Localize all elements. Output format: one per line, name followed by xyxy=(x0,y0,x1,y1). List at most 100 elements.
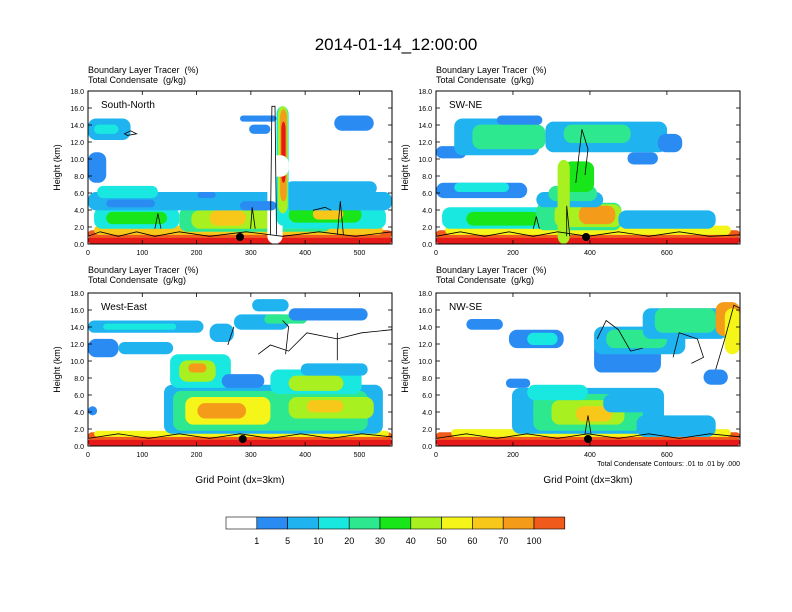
panel-sw-ne: Boundary Layer Tracer (%) Total Condensa… xyxy=(400,65,741,257)
y-tick-label: 0.0 xyxy=(74,242,84,249)
field-cell xyxy=(657,133,683,153)
condensate-contour xyxy=(123,130,138,136)
contour-note: Total Condensate Contours: .01 to .01 by… xyxy=(597,461,740,468)
x-tick-label: 200 xyxy=(191,452,203,459)
field-cell xyxy=(496,115,543,125)
condensate-contour xyxy=(88,231,392,237)
panel-label-line2: Total Condensate (g/kg) xyxy=(436,275,534,285)
field-cell xyxy=(97,185,158,199)
field-cell xyxy=(252,299,289,312)
y-tick-label: 16.0 xyxy=(418,308,432,315)
condensate-contour xyxy=(436,433,740,439)
y-tick-label: 6.0 xyxy=(422,191,432,198)
x-tick-label: 0 xyxy=(434,452,438,459)
condensate-contour xyxy=(584,415,592,434)
y-tick-label: 4.0 xyxy=(422,208,432,215)
field-cell xyxy=(575,406,613,422)
colorbar-label: 50 xyxy=(437,536,447,546)
condensate-contour xyxy=(270,105,277,235)
field-cell xyxy=(288,308,368,321)
x-tick-label: 300 xyxy=(245,452,257,459)
panel-name: NW-SE xyxy=(449,302,482,313)
field-cell xyxy=(197,191,216,199)
y-tick-label: 8.0 xyxy=(422,376,432,383)
condensate-contour xyxy=(566,205,571,237)
y-tick-label: 8.0 xyxy=(74,174,84,181)
x-tick-label: 300 xyxy=(245,250,257,257)
colorbar-box xyxy=(318,516,350,530)
figure-title: 2014-01-14_12:00:00 xyxy=(315,35,478,54)
y-tick-label: 12.0 xyxy=(70,342,84,349)
y-tick-label: 0.0 xyxy=(74,444,84,451)
field-cell xyxy=(285,181,377,196)
field-cell xyxy=(527,332,558,346)
plot-frame xyxy=(87,292,393,447)
field-cell xyxy=(188,363,207,373)
condensate-contour xyxy=(227,326,235,346)
location-marker xyxy=(236,233,244,241)
field-cell xyxy=(300,363,368,376)
y-tick-label: 18.0 xyxy=(70,89,84,96)
y-tick-label: 2.0 xyxy=(74,225,84,232)
y-tick-label: 12.0 xyxy=(70,140,84,147)
condensate-contour xyxy=(715,304,740,370)
y-tick-label: 2.0 xyxy=(422,225,432,232)
colorbar-label: 10 xyxy=(313,536,323,546)
colorbar-label: 5 xyxy=(285,536,290,546)
field-cell xyxy=(618,210,716,229)
plot-frame xyxy=(87,90,393,245)
y-axis-label: Height (km) xyxy=(400,346,410,393)
contour-group xyxy=(88,320,392,439)
y-tick-label: 18.0 xyxy=(418,291,432,298)
field-cell xyxy=(472,124,546,150)
y-tick-label: 2.0 xyxy=(422,427,432,434)
y-tick-label: 8.0 xyxy=(422,174,432,181)
y-tick-label: 12.0 xyxy=(418,342,432,349)
colorbar-box xyxy=(348,516,381,530)
x-tick-label: 0 xyxy=(434,250,438,257)
x-tick-label: 400 xyxy=(584,250,596,257)
colorbar-label: 1 xyxy=(254,536,259,546)
condensate-contour xyxy=(336,201,344,235)
x-tick-label: 400 xyxy=(299,250,311,257)
x-tick-label: 500 xyxy=(354,452,366,459)
colorbar-box xyxy=(533,516,566,530)
y-axis-label: Height (km) xyxy=(400,144,410,191)
y-axis-label: Height (km) xyxy=(52,346,62,393)
contour-group xyxy=(436,304,740,439)
field-cell xyxy=(221,374,265,388)
location-marker xyxy=(584,435,592,443)
colorbar-box xyxy=(379,516,412,530)
y-tick-label: 12.0 xyxy=(418,140,432,147)
colorbar-box xyxy=(502,516,535,530)
panel-name: SW-NE xyxy=(449,100,482,111)
condensate-contour xyxy=(257,329,392,355)
condensate-contour xyxy=(312,206,332,211)
field-cell xyxy=(563,161,595,192)
field-cell xyxy=(88,338,119,358)
field-cell xyxy=(466,319,503,330)
x-tick-label: 600 xyxy=(661,250,673,257)
location-marker xyxy=(238,435,247,443)
condensate-contour xyxy=(88,433,392,439)
field-cell xyxy=(88,152,107,183)
y-tick-label: 4.0 xyxy=(74,208,84,215)
y-tick-label: 4.0 xyxy=(74,410,84,417)
field-cell xyxy=(197,403,247,419)
condensate-contour xyxy=(250,207,256,229)
y-tick-label: 16.0 xyxy=(70,308,84,315)
y-tick-label: 16.0 xyxy=(70,106,84,113)
panel-name: South-North xyxy=(101,100,155,111)
x-tick-label: 0 xyxy=(86,250,90,257)
colorbar-box xyxy=(225,516,258,530)
field-cell xyxy=(288,375,344,391)
condensate-contour xyxy=(532,216,540,229)
field-cell xyxy=(654,308,716,333)
y-tick-label: 14.0 xyxy=(70,123,84,130)
panel-west-east: Boundary Layer Tracer (%) Total Condensa… xyxy=(52,265,393,486)
y-tick-label: 4.0 xyxy=(422,410,432,417)
y-tick-label: 14.0 xyxy=(70,325,84,332)
panel-name: West-East xyxy=(101,302,147,313)
field-cell xyxy=(209,323,234,342)
